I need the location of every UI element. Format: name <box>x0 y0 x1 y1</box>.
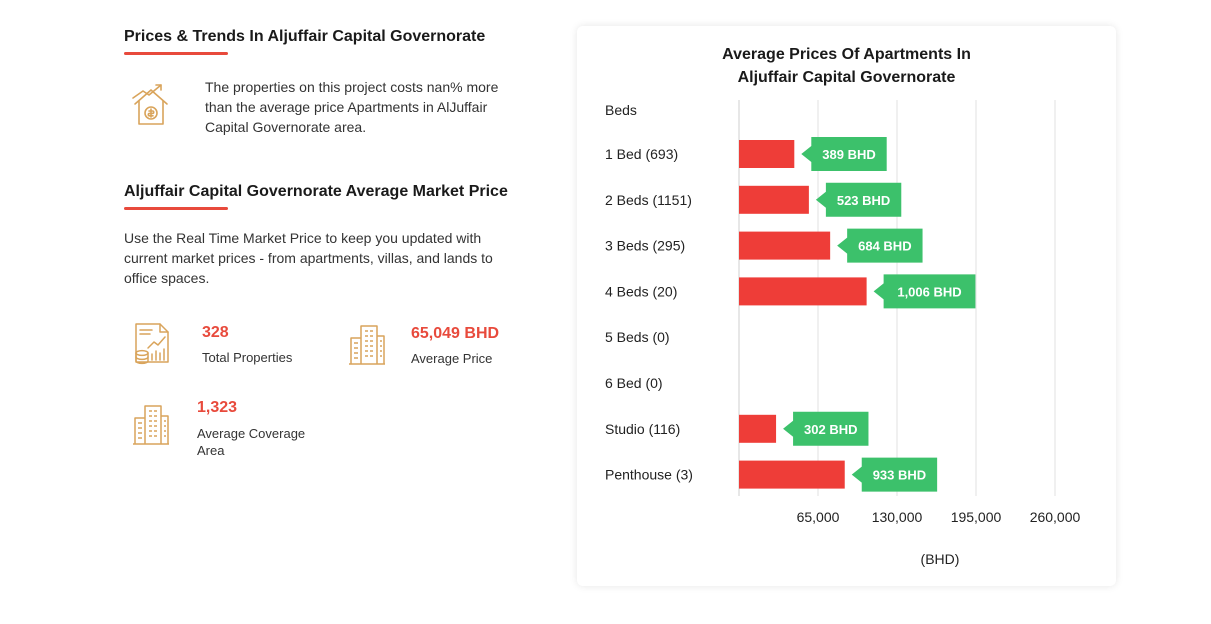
category-label: 6 Bed (0) <box>605 375 663 391</box>
chart-title-line-1: Average Prices Of Apartments In <box>722 46 971 63</box>
trends-title-underline <box>124 52 228 55</box>
y-axis-label: Beds <box>605 102 637 118</box>
category-label: Penthouse (3) <box>605 467 693 483</box>
data-label: 1,006 BHD <box>897 284 961 299</box>
average-coverage-label: Average Coverage Area <box>197 426 306 458</box>
x-tick-label: 260,000 <box>1030 509 1081 525</box>
chart-title: Average Prices Of Apartments In Aljuffai… <box>577 43 1116 89</box>
data-label: 933 BHD <box>873 468 926 483</box>
bar <box>739 140 795 168</box>
market-description: Use the Real Time Market Price to keep y… <box>124 230 493 286</box>
market-title: Aljuffair Capital Governorate Average Ma… <box>124 183 508 200</box>
bar <box>739 277 867 306</box>
buildings-icon <box>347 322 387 366</box>
bar <box>739 231 831 260</box>
data-label-bg <box>801 137 887 171</box>
x-tick-label: 65,000 <box>797 509 840 525</box>
house-price-trend-icon <box>131 82 175 128</box>
x-tick-label: 130,000 <box>872 509 923 525</box>
category-label: 1 Bed (693) <box>605 146 678 162</box>
trends-title: Prices & Trends In Aljuffair Capital Gov… <box>124 28 486 45</box>
total-properties-label: Total Properties <box>202 350 293 365</box>
chart-title-line-2: Aljuffair Capital Governorate <box>737 69 956 86</box>
category-label: Studio (116) <box>605 421 680 437</box>
chart-card: Average Prices Of Apartments In Aljuffai… <box>577 26 1116 586</box>
data-label: 389 BHD <box>822 147 875 162</box>
average-price-value: 65,049 BHD <box>411 325 500 342</box>
data-label: 523 BHD <box>837 193 890 208</box>
data-label-bg <box>873 274 976 309</box>
bar-chart: 65,000 130,000 195,000 260,000 Beds (BHD) 1 Be… <box>605 100 1081 567</box>
data-label: 302 BHD <box>804 422 857 437</box>
buildings-icon <box>131 402 171 446</box>
category-label: 3 Beds (295) <box>605 238 685 254</box>
document-chart-icon <box>130 322 174 366</box>
data-label-bg <box>815 182 902 217</box>
bar <box>739 414 777 443</box>
data-label-bg <box>783 411 869 446</box>
x-tick-label: 195,000 <box>951 509 1002 525</box>
data-label: 684 BHD <box>858 239 911 254</box>
data-label-bg <box>851 457 938 492</box>
category-label: 5 Beds (0) <box>605 329 670 345</box>
data-label-bg <box>837 228 923 263</box>
category-label: 2 Beds (1151) <box>605 192 692 208</box>
bar <box>739 185 809 214</box>
bar <box>739 460 845 489</box>
average-price-label: Average Price <box>411 351 493 366</box>
category-label: 4 Beds (20) <box>605 283 677 299</box>
average-coverage-value: 1,323 <box>197 399 238 416</box>
total-properties-value: 328 <box>202 324 229 341</box>
market-title-underline <box>124 207 228 210</box>
x-axis-label: (BHD) <box>921 551 960 567</box>
trends-description: The properties on this project costs nan… <box>205 79 499 135</box>
